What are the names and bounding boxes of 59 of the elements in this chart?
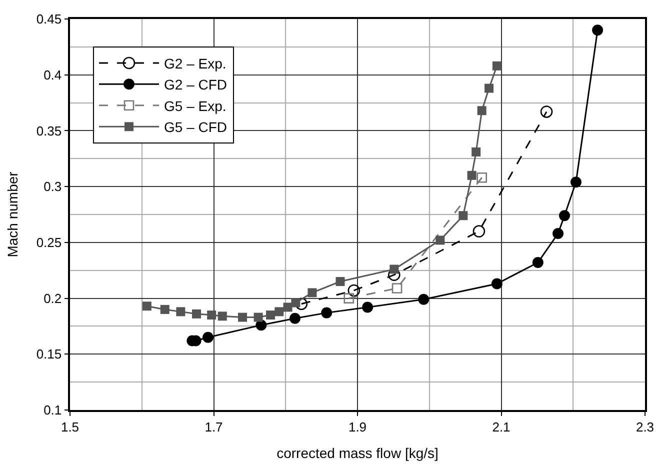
point [283,302,292,312]
point [552,228,564,239]
point [362,302,374,313]
legend-label: G5 – CFD [164,119,228,136]
point [570,176,582,188]
point [477,106,486,116]
point [266,310,276,320]
point [476,172,487,183]
y-tick-label: 0.1 [44,402,62,418]
y-tick-label: 0.35 [36,123,62,138]
y-tick-label: 0.3 [44,179,62,194]
point [291,298,300,308]
x-tick-label: 1.9 [348,419,367,434]
point [274,307,284,316]
point [392,283,402,294]
x-axis-title: corrected mass flow [kg/s] [276,445,438,462]
point [472,147,481,156]
point [467,170,476,180]
legend-label: G2 – CFD [164,76,228,93]
point [207,310,216,320]
point [390,264,399,274]
point [295,298,308,310]
x-tick-label: 2.3 [636,419,654,434]
point [436,236,445,245]
point [238,312,247,322]
y-axis-title: Mach number [4,171,20,258]
point [192,309,201,318]
point [540,106,553,118]
point [202,332,214,343]
y-tick-label: 0.25 [36,234,62,250]
point [321,307,332,318]
y-tick-label: 0.45 [36,12,62,27]
point [491,278,502,290]
y-tick-label: 0.2 [44,290,62,306]
y-tick-label: 0.4 [44,67,62,82]
point [176,307,186,316]
point [308,288,317,298]
point [336,277,345,286]
legend-label: G2 – Exp. [164,55,226,72]
point [344,293,354,304]
point [559,210,570,222]
point [472,225,486,238]
x-tick-label: 1.7 [204,419,223,434]
point [458,211,468,220]
point [592,24,604,36]
point [254,312,263,322]
point [289,312,300,324]
point [532,257,544,268]
point [348,284,360,297]
point [218,312,227,321]
x-tick-label: 2.1 [492,419,510,434]
point [160,304,170,314]
y-tick-label: 0.15 [36,346,62,362]
legend-label: G5 – Exp. [164,98,226,114]
point [484,84,494,93]
point [142,302,152,311]
point [492,61,502,70]
point [418,294,430,305]
x-tick-label: 1.5 [60,419,80,434]
